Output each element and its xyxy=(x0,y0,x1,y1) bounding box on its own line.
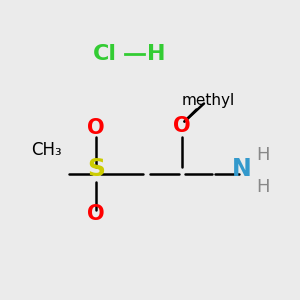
Text: H: H xyxy=(147,44,165,64)
Text: N: N xyxy=(232,158,251,182)
Text: H: H xyxy=(256,146,269,164)
Text: O: O xyxy=(87,205,105,224)
Text: O: O xyxy=(87,118,105,137)
Text: Cl: Cl xyxy=(93,44,117,64)
Text: S: S xyxy=(87,158,105,182)
Text: methyl: methyl xyxy=(182,93,235,108)
Text: H: H xyxy=(256,178,269,196)
Text: CH₃: CH₃ xyxy=(31,141,62,159)
Text: O: O xyxy=(173,116,190,136)
